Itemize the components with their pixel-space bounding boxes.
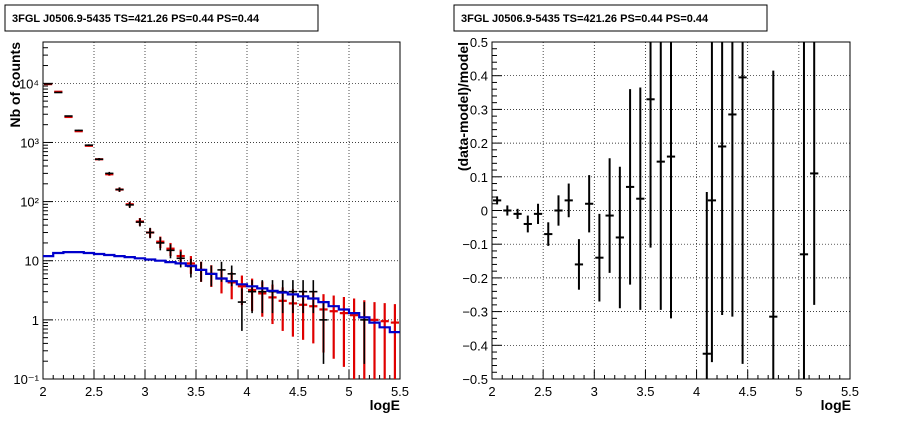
residuals-x-tick-label: 5 [795,384,802,399]
residuals-axis-ticks: 2 2.5 3 3.5 4 4.5 5 5.5 −0.5 −0.4 −0.3 −0.2 −0.1 0 0.1… [462,35,859,399]
residuals-y-tick-label: −0.3 [462,305,488,320]
residuals-y-tick-label: 0.3 [470,102,488,117]
counts-marks [43,83,400,379]
residuals-title-box [453,4,768,32]
residuals-title: 3FGL J0506.9-5435 TS=421.26 PS=0.44 PS=0… [461,13,709,25]
residuals-x-tick-label: 3 [591,384,598,399]
residuals-panel: 2 2.5 3 3.5 4 4.5 5 5.5 −0.5 −0.4 −0.3 −0.2 −0.1 0 0.1… [453,4,859,413]
counts-x-tick-label: 5 [345,384,352,399]
residuals-y-tick-label: −0.4 [462,338,488,353]
residuals-y-tick-label: 0.1 [470,170,488,185]
counts-y-tick-label: 10⁴ [19,76,39,91]
residuals-y-tick-label: 0 [481,204,488,219]
counts-title: 3FGL J0506.9-5435 TS=421.26 PS=0.44 PS=0… [12,13,260,25]
counts-x-tick-label: 3.5 [187,384,205,399]
counts-spectrum-panel: 2 2.5 3 3.5 4 4.5 5 5.5 10⁻¹ 1 10 10² 10³ 10⁴ 3FGL J0… [4,4,409,413]
residuals-y-axis-label: (data-model)/model [455,42,471,171]
background-model-line [43,251,400,334]
residuals-y-tick-label: −0.5 [462,372,488,387]
counts-axis-ticks: 2 2.5 3 3.5 4 4.5 5 5.5 10⁻¹ 1 10 10² 10³ 10⁴ [13,41,409,399]
residuals-y-tick-label: 0.2 [470,136,488,151]
counts-x-tick-label: 4 [243,384,250,399]
residuals-x-tick-label: 4 [693,384,700,399]
counts-y-tick-label: 1 [32,313,39,328]
counts-x-tick-label: 2.5 [85,384,103,399]
counts-x-tick-label: 5.5 [391,384,409,399]
counts-title-box [4,4,319,32]
counts-x-tick-label: 3 [141,384,148,399]
counts-x-tick-label: 2 [39,384,46,399]
residuals-x-tick-label: 3.5 [636,384,654,399]
counts-y-tick-label: 10⁻¹ [13,372,39,387]
counts-y-tick-label: 10² [20,195,39,210]
residuals-y-tick-label: −0.1 [462,237,488,252]
residuals-x-axis-label: logE [821,397,851,413]
counts-plot-frame [42,41,401,380]
counts-y-tick-label: 10³ [20,135,39,150]
residuals-y-tick-label: 0.5 [470,35,488,50]
counts-y-axis-label: Nb of counts [7,42,23,128]
counts-grid [43,42,400,379]
residuals-x-tick-label: 2.5 [534,384,552,399]
residuals-x-tick-label: 2 [488,384,495,399]
residuals-y-tick-label: 0.4 [470,69,488,84]
counts-x-axis-label: logE [370,397,400,413]
residuals-y-tick-label: −0.2 [462,271,488,286]
residuals-grid [492,42,850,379]
residuals-x-tick-label: 5.5 [841,384,859,399]
residuals-x-tick-label: 4.5 [739,384,757,399]
counts-x-tick-label: 4.5 [289,384,307,399]
residuals-marks [493,42,819,379]
counts-y-tick-label: 10 [25,254,39,269]
